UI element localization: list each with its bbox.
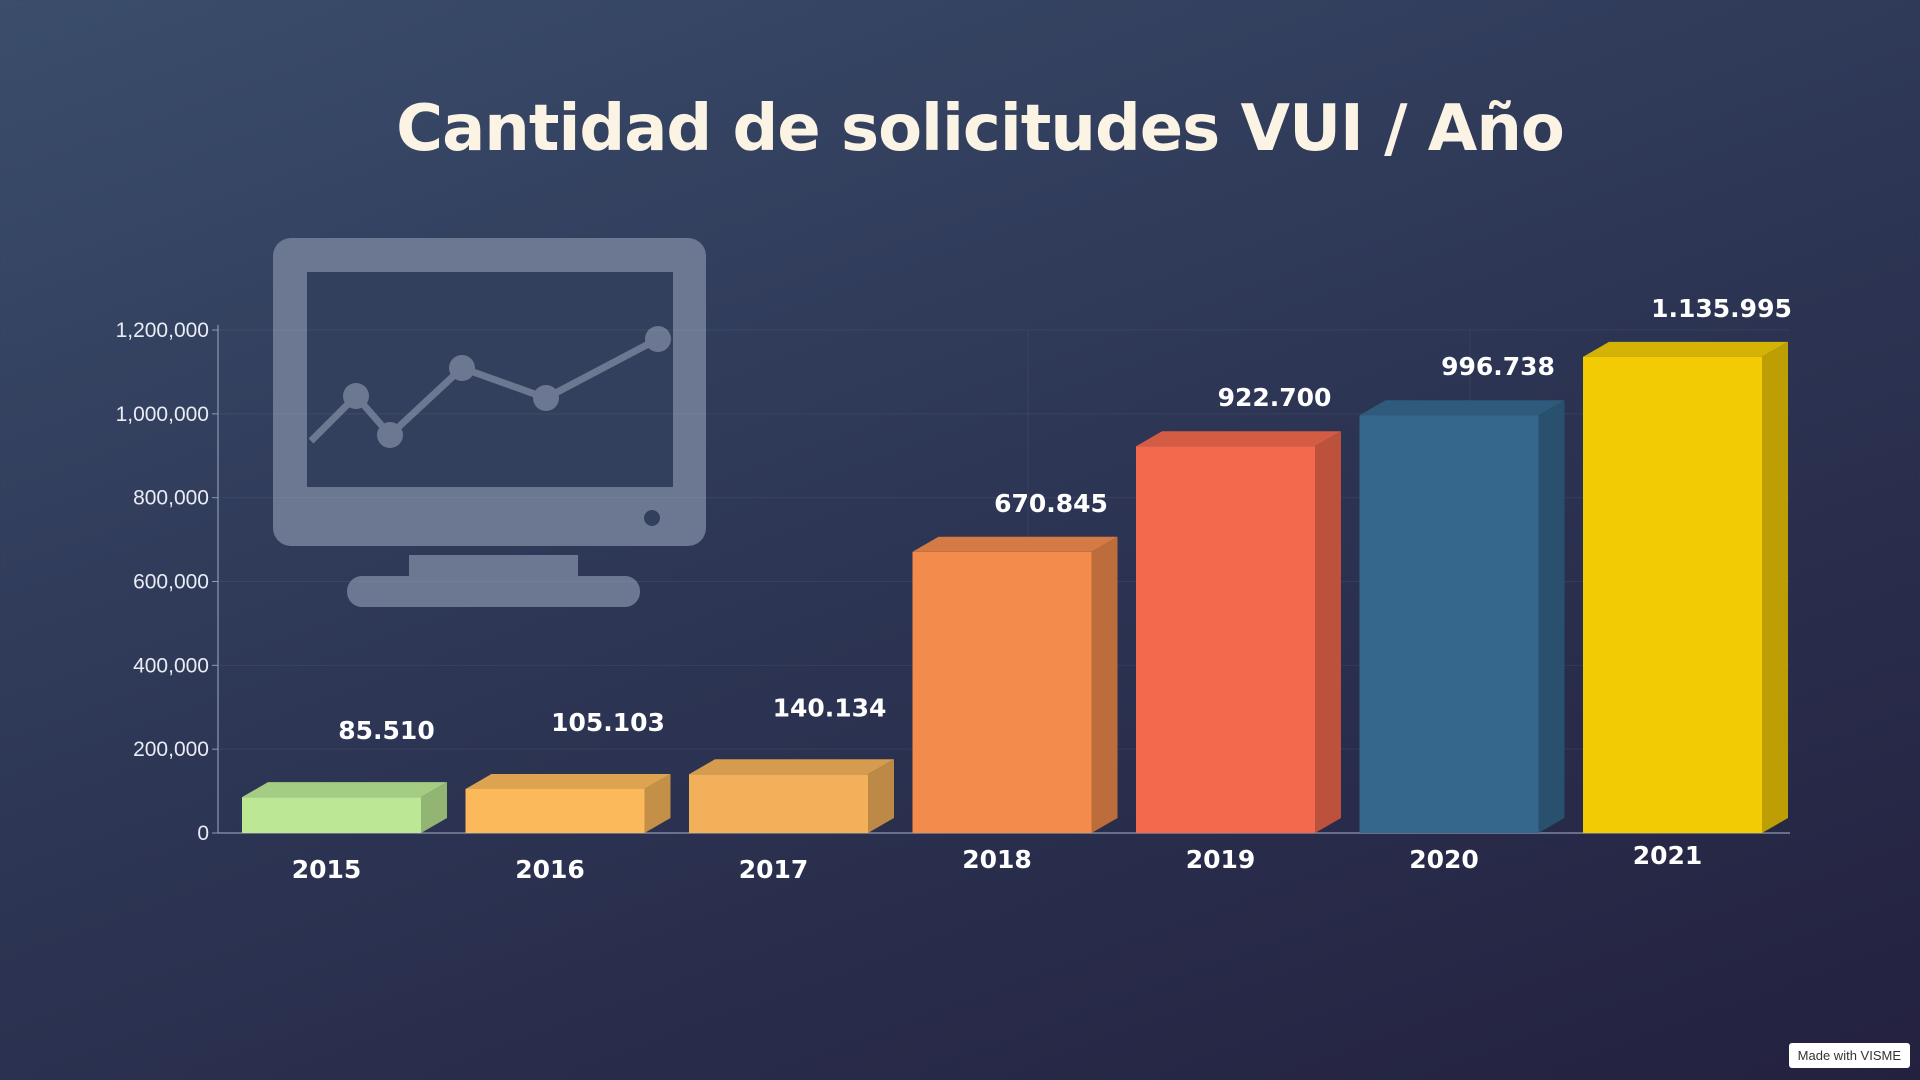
- x-tick-label: 2016: [515, 855, 585, 884]
- bar-top: [912, 536, 1118, 552]
- bar-top: [1583, 341, 1788, 357]
- y-tick-label: 1,200,000: [116, 319, 209, 342]
- data-label: 996.738: [1441, 352, 1555, 381]
- x-tick-label: 2017: [739, 855, 809, 884]
- trend-point: [377, 422, 403, 448]
- bar-front: [242, 797, 421, 833]
- trend-point: [533, 385, 559, 411]
- data-label: 1.135.995: [1651, 294, 1792, 323]
- data-label: 140.134: [773, 693, 887, 722]
- bar-top: [689, 759, 894, 775]
- data-label: 922.700: [1218, 383, 1332, 412]
- y-tick-label: 400,000: [133, 654, 209, 677]
- bar-side: [868, 759, 894, 833]
- visme-watermark[interactable]: Made with VISME: [1788, 1043, 1910, 1068]
- bar-front: [465, 788, 645, 833]
- bar-side: [421, 782, 447, 833]
- trend-point: [449, 355, 475, 381]
- x-tick-label: 2015: [292, 855, 362, 884]
- trend-point: [645, 326, 671, 352]
- bar-top: [1359, 400, 1565, 416]
- bar: [912, 536, 1118, 833]
- bar-front: [1583, 356, 1762, 833]
- data-label: 85.510: [338, 716, 434, 745]
- bars: [242, 341, 1788, 833]
- y-tick-label: 600,000: [133, 571, 209, 594]
- bar: [1359, 400, 1565, 833]
- bar: [1583, 341, 1788, 833]
- y-tick-label: 800,000: [133, 487, 209, 510]
- page-title: Cantidad de solicitudes VUI / Año: [396, 92, 1565, 166]
- bar-side: [1091, 536, 1118, 833]
- monitor-stand: [347, 576, 640, 607]
- y-tick-label: 1,000,000: [116, 403, 209, 426]
- labels: 85.510 2015 105.103 2016 140.134 2017 670.845 2…: [292, 294, 1792, 884]
- bar: [689, 759, 894, 833]
- x-tick-label: 2021: [1633, 841, 1703, 870]
- x-tick-label: 2018: [962, 845, 1032, 874]
- y-tick-label: 0: [197, 822, 209, 845]
- bar-side: [1315, 431, 1341, 833]
- bar: [242, 782, 447, 833]
- bar-top: [465, 773, 671, 789]
- bar-front: [1359, 415, 1539, 833]
- monitor-neck: [409, 555, 578, 580]
- bar-side: [644, 773, 671, 833]
- bar: [1136, 431, 1341, 833]
- bar-front: [1136, 446, 1315, 833]
- trend-point: [343, 383, 369, 409]
- monitor-power-dot: [644, 510, 660, 526]
- bar-side: [1762, 341, 1788, 833]
- bar-top: [1136, 431, 1341, 447]
- y-tick-label: 200,000: [133, 738, 209, 761]
- bar-front: [912, 551, 1092, 833]
- bar-top: [242, 782, 447, 798]
- bar: [465, 773, 671, 833]
- x-tick-label: 2019: [1186, 845, 1256, 874]
- bar-side: [1538, 400, 1565, 833]
- data-label: 670.845: [994, 489, 1108, 518]
- bar-front: [689, 774, 868, 833]
- data-label: 105.103: [551, 708, 665, 737]
- x-tick-label: 2020: [1409, 845, 1479, 874]
- monitor-line-chart-icon: [273, 238, 706, 607]
